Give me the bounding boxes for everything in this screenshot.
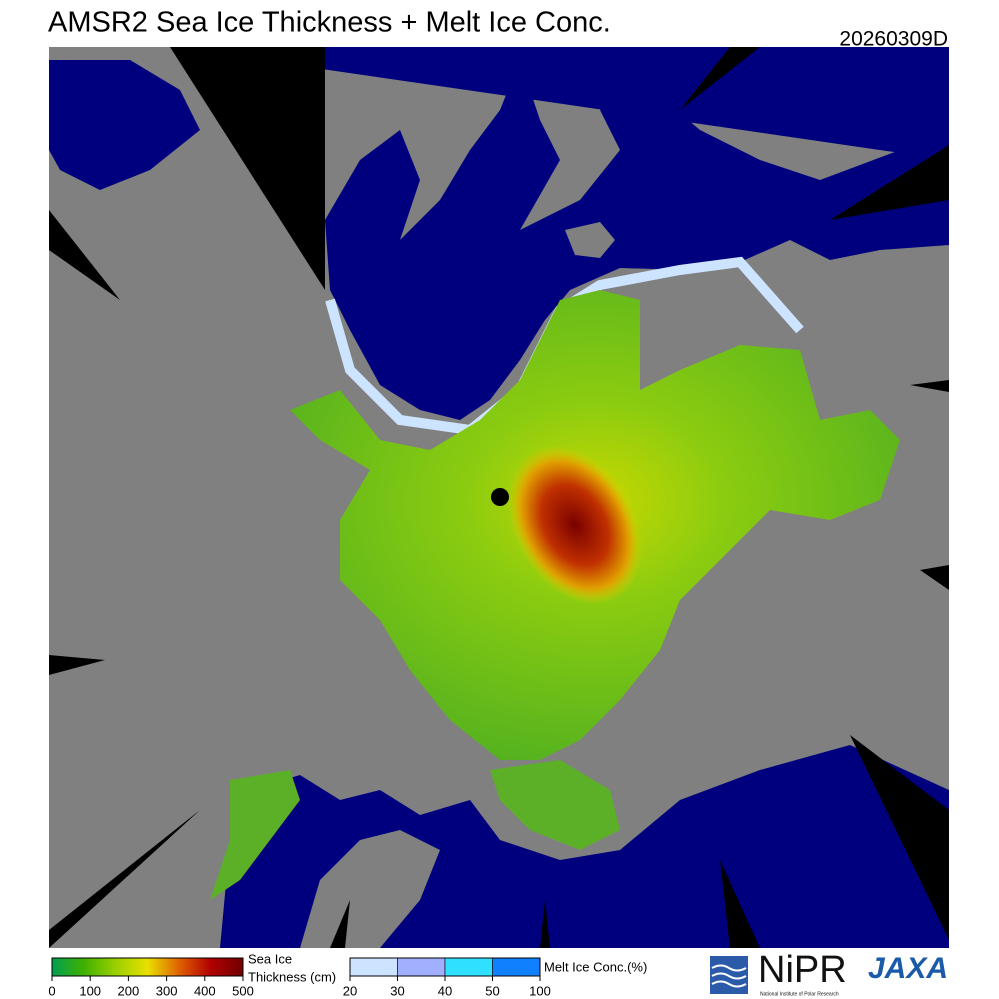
tick-label: 200 [118,983,140,998]
melt-swatch [444,957,493,977]
logos: NiPR National Institute of Polar Researc… [710,949,948,997]
wedge [830,145,949,220]
thick-ice [507,445,643,605]
melt-swatch [349,957,398,977]
nipr-logo: NiPR [758,949,847,991]
alaska [300,830,440,948]
tick-label: 50 [485,983,499,998]
atlantic-ocean [170,47,949,420]
pole-hole [491,488,509,506]
nw-ocean [49,60,200,190]
melt-swatch [397,957,446,977]
nipr-subtitle: National Institute of Polar Research [760,991,839,997]
jaxa-logo: JAXA [868,952,948,985]
tick-label: 40 [438,983,452,998]
tick-label: 400 [194,983,216,998]
tick-label: 300 [156,983,178,998]
wedge [720,860,760,948]
date: 20260309D [839,28,948,51]
pacific-ice [490,760,620,850]
tick-label: 100 [79,983,101,998]
wedge [850,735,949,940]
wedge [920,565,949,590]
thickness-ticks: 0 100 200 300 400 500 [48,976,254,998]
melt-swatch [492,957,541,977]
wedge [680,47,760,110]
wedge [49,655,105,675]
wedge [910,380,949,392]
tick-label: 100 [529,983,551,998]
wedge [330,900,350,948]
thickness-label: Sea Ice [248,951,292,966]
thickness-label: Thickness (cm) [248,969,336,984]
melt-label: Melt Ice Conc.(%) [544,959,647,974]
tick-label: 500 [232,983,254,998]
wedge [49,210,120,300]
tick-label: 30 [390,983,404,998]
bering-ice [210,770,300,900]
melt-colorbar: 20 30 40 50 100 [343,957,551,998]
tick-label: 0 [48,983,55,998]
iceland [565,222,615,258]
legend: Sea Ice Thickness (cm) 0 100 200 300 400 500 … [48,951,647,998]
title: AMSR2 Sea Ice Thickness + Melt Ice Conc. [48,7,611,39]
map [49,47,949,948]
thickness-colorbar [51,957,244,977]
wedge [49,810,200,948]
nipr-icon-waves [711,964,747,988]
wedge [170,47,325,290]
tick-label: 20 [343,983,357,998]
wedge [540,900,550,948]
